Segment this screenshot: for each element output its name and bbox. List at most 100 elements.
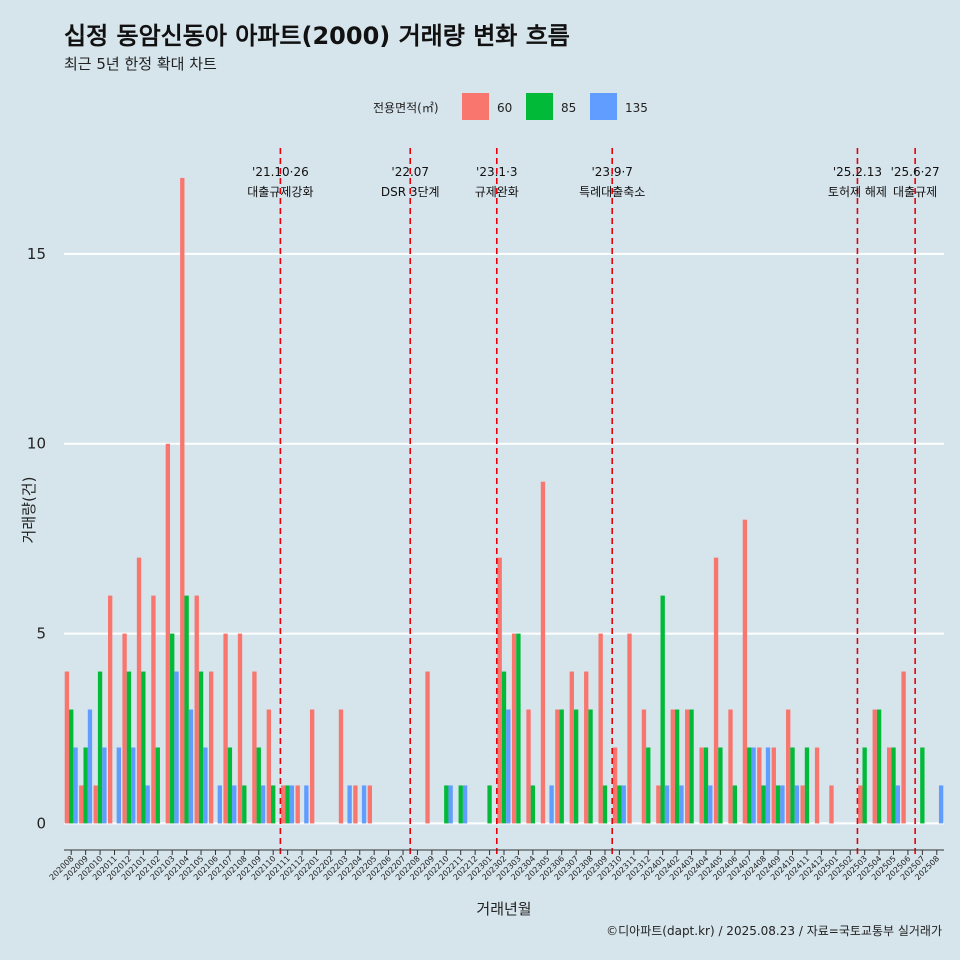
bar — [116, 747, 121, 824]
event-label: DSR 3단계 — [381, 185, 440, 199]
bar — [217, 785, 222, 824]
bar — [891, 747, 896, 824]
y-tick-label: 0 — [36, 814, 46, 832]
bar — [444, 785, 449, 824]
bar — [732, 785, 737, 824]
legend-label: 85 — [561, 101, 576, 115]
bar — [598, 633, 603, 824]
bar — [862, 747, 867, 824]
bar — [69, 709, 74, 824]
bar — [87, 709, 93, 824]
bar — [685, 709, 690, 824]
bar — [627, 633, 632, 824]
bar — [194, 595, 199, 824]
bar — [93, 785, 98, 824]
bar — [573, 709, 579, 824]
legend-label: 60 — [497, 101, 512, 115]
bar — [122, 633, 127, 824]
bar — [227, 747, 233, 824]
bar — [165, 443, 171, 824]
y-tick-label: 15 — [27, 245, 46, 263]
bar — [252, 671, 257, 824]
bar — [151, 595, 156, 824]
bar — [73, 747, 78, 824]
bar — [713, 557, 719, 824]
bar — [872, 709, 877, 824]
bar — [757, 747, 762, 824]
bar — [141, 671, 146, 824]
legend-label: 135 — [625, 101, 648, 115]
bar — [97, 671, 103, 824]
bar — [656, 785, 661, 824]
chart-title: 십정 동암신동아 아파트(2000) 거래량 변화 흐름 — [64, 22, 570, 50]
bar — [858, 785, 863, 824]
bar — [901, 671, 906, 824]
bar — [887, 747, 892, 824]
bar — [487, 785, 492, 824]
bar — [641, 709, 647, 824]
bar — [689, 709, 694, 824]
bar — [516, 633, 521, 824]
bar — [289, 785, 295, 824]
bar — [208, 671, 214, 824]
bar — [742, 519, 748, 824]
bar — [338, 709, 344, 824]
bar — [237, 633, 243, 824]
bar — [829, 785, 834, 824]
bar — [569, 671, 574, 824]
bar — [617, 785, 622, 824]
bar — [285, 785, 290, 824]
legend: 전용면적(㎡) 60 85 135 — [373, 93, 648, 120]
bar — [602, 785, 608, 824]
bar — [920, 747, 925, 824]
y-axis-title: 거래량(건) — [20, 477, 38, 544]
bar — [790, 747, 795, 824]
bar — [361, 785, 367, 824]
bar — [108, 595, 113, 824]
bar — [501, 671, 507, 824]
bar — [549, 785, 554, 824]
x-axis: 2020082020092020102020112020122021012021… — [48, 849, 944, 882]
event-date: '23.9·7 — [591, 165, 632, 179]
caption: ©디아파트(dapt.kr) / 2025.08.23 / 자료=국토교통부 실… — [606, 924, 942, 938]
bar — [462, 785, 468, 824]
bar — [621, 785, 626, 824]
bar — [876, 709, 882, 824]
event-date: '21.10·26 — [252, 165, 309, 179]
bar — [771, 747, 776, 824]
bar — [718, 747, 723, 824]
bar — [304, 785, 309, 824]
bar — [559, 709, 564, 824]
bar — [266, 709, 272, 824]
bar — [780, 785, 785, 824]
bar — [646, 747, 651, 824]
bar — [530, 785, 536, 824]
event-label: 대출규제 — [893, 185, 937, 199]
bar — [612, 747, 618, 824]
event-date: '25.2.13 — [833, 165, 882, 179]
bar — [938, 785, 944, 824]
legend-key — [526, 93, 553, 120]
bar — [174, 671, 179, 824]
bar — [664, 785, 670, 824]
bar — [540, 481, 546, 824]
bar — [232, 785, 237, 824]
x-axis-title: 거래년월 — [476, 900, 531, 918]
bar — [751, 747, 756, 824]
bar — [506, 709, 511, 824]
bar — [271, 785, 276, 824]
bar — [775, 785, 781, 824]
bar — [180, 177, 185, 824]
bar — [198, 671, 204, 824]
bar — [555, 709, 560, 824]
bar — [203, 747, 208, 824]
bar — [703, 747, 709, 824]
y-tick-label: 10 — [27, 435, 46, 453]
bar — [256, 747, 261, 824]
bar — [223, 633, 228, 824]
bar — [83, 747, 88, 824]
bar — [747, 747, 752, 824]
bar — [242, 785, 247, 824]
bar — [145, 785, 150, 824]
